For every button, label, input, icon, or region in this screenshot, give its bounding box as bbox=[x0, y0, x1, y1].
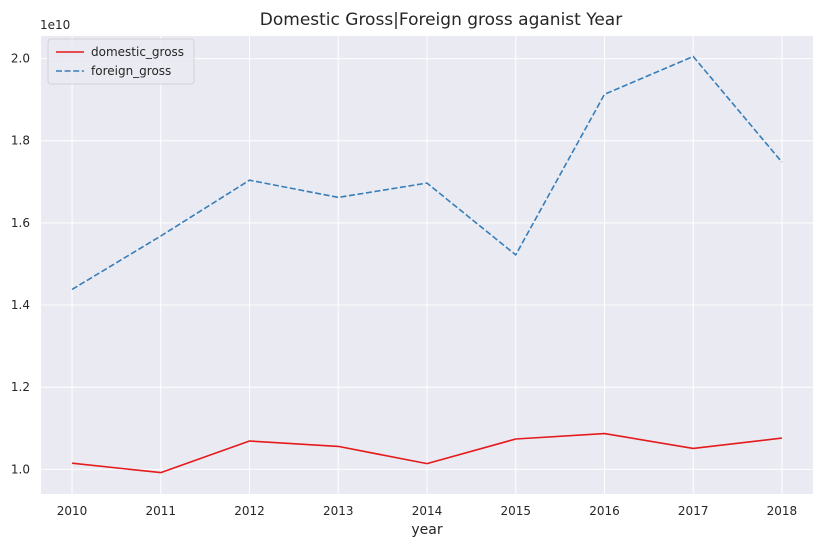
data-point-foreign-gross bbox=[515, 254, 517, 256]
data-point-foreign-gross bbox=[337, 197, 339, 199]
x-tick-label: 2010 bbox=[57, 504, 88, 518]
data-point-domestic-gross bbox=[71, 462, 73, 464]
legend-label-domestic-gross: domestic_gross bbox=[91, 45, 184, 59]
data-point-foreign-gross bbox=[426, 182, 428, 184]
x-axis-label: year bbox=[411, 522, 442, 538]
legend: domestic_gross foreign_gross bbox=[47, 38, 195, 85]
data-point-foreign-gross bbox=[249, 179, 251, 181]
y-tick-label: 1.2 bbox=[11, 380, 30, 394]
data-point-domestic-gross bbox=[515, 438, 517, 440]
data-point-foreign-gross bbox=[71, 289, 73, 291]
series-line-domestic-gross bbox=[72, 432, 782, 474]
y-axis-offset-label: 1e10 bbox=[40, 18, 70, 32]
data-point-domestic-gross bbox=[426, 463, 428, 465]
chart-title: Domestic Gross|Foreign gross aganist Yea… bbox=[260, 10, 622, 30]
data-point-domestic-gross bbox=[692, 448, 694, 450]
x-tick-label: 2012 bbox=[234, 504, 265, 518]
data-point-domestic-gross bbox=[337, 446, 339, 448]
x-tick-label: 2018 bbox=[767, 504, 798, 518]
series-lines bbox=[71, 55, 783, 474]
y-tick-label: 1.4 bbox=[11, 298, 30, 312]
y-axis-ticks: 1.0 1.2 1.4 1.6 1.8 2.0 bbox=[11, 52, 30, 477]
data-point-domestic-gross bbox=[604, 433, 606, 435]
x-tick-label: 2017 bbox=[678, 504, 709, 518]
x-tick-label: 2015 bbox=[500, 504, 531, 518]
data-point-domestic-gross bbox=[160, 472, 162, 474]
y-tick-label: 1.0 bbox=[11, 462, 30, 476]
data-point-foreign-gross bbox=[692, 56, 694, 58]
data-point-foreign-gross bbox=[160, 235, 162, 237]
x-tick-label: 2013 bbox=[323, 504, 354, 518]
y-tick-label: 1.6 bbox=[11, 216, 30, 230]
legend-label-foreign-gross: foreign_gross bbox=[91, 64, 171, 78]
x-tick-label: 2011 bbox=[146, 504, 177, 518]
x-tick-label: 2016 bbox=[589, 504, 620, 518]
data-point-foreign-gross bbox=[781, 161, 783, 163]
x-tick-label: 2014 bbox=[412, 504, 443, 518]
x-axis-ticks: 2010 2011 2012 2013 2014 2015 2016 2017 2018 bbox=[57, 504, 797, 518]
data-point-foreign-gross bbox=[604, 94, 606, 96]
series-line-foreign-gross bbox=[71, 55, 783, 291]
grid bbox=[41, 36, 813, 494]
y-tick-label: 2.0 bbox=[11, 52, 30, 66]
data-point-domestic-gross bbox=[249, 440, 251, 442]
legend-box bbox=[47, 38, 195, 85]
y-tick-label: 1.8 bbox=[11, 134, 30, 148]
data-point-domestic-gross bbox=[781, 437, 783, 439]
